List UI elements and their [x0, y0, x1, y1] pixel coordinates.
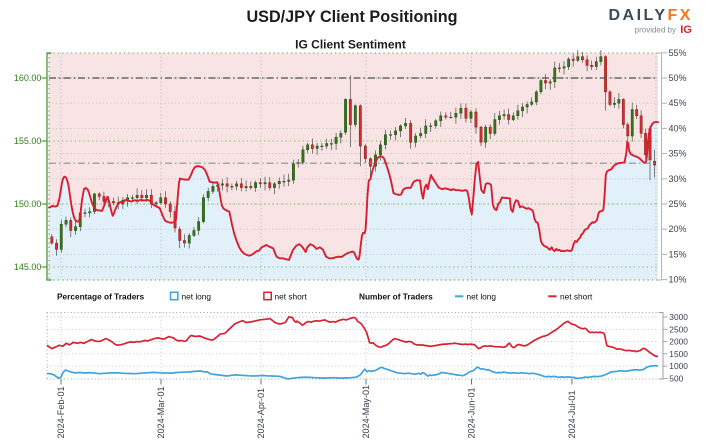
svg-text:20%: 20% — [669, 224, 687, 234]
svg-text:1000: 1000 — [669, 361, 688, 371]
svg-text:Number of Traders: Number of Traders — [359, 292, 433, 302]
svg-text:IG Client Sentiment: IG Client Sentiment — [295, 38, 406, 52]
svg-text:2024-Jul-01: 2024-Jul-01 — [567, 390, 577, 438]
svg-text:2024-May-01: 2024-May-01 — [361, 385, 371, 439]
svg-text:55%: 55% — [669, 48, 687, 58]
svg-text:2024-Mar-01: 2024-Mar-01 — [156, 386, 166, 438]
svg-text:net short: net short — [275, 292, 308, 302]
svg-text:150.00: 150.00 — [14, 199, 42, 209]
svg-text:2000: 2000 — [669, 337, 688, 347]
svg-text:DAILYFX: DAILYFX — [609, 7, 693, 24]
svg-text:155.00: 155.00 — [14, 136, 42, 146]
svg-text:provided by: provided by — [635, 26, 676, 35]
svg-text:145.00: 145.00 — [14, 262, 42, 272]
svg-text:35%: 35% — [669, 149, 687, 159]
svg-text:10%: 10% — [669, 275, 687, 285]
svg-text:50%: 50% — [669, 73, 687, 83]
svg-text:30%: 30% — [669, 174, 687, 184]
svg-text:500: 500 — [669, 373, 683, 383]
svg-text:USD/JPY Client Positioning: USD/JPY Client Positioning — [246, 8, 457, 26]
svg-text:1500: 1500 — [669, 349, 688, 359]
svg-text:net long: net long — [182, 292, 212, 302]
svg-text:Percentage of Traders: Percentage of Traders — [57, 292, 145, 302]
svg-text:2024-Apr-01: 2024-Apr-01 — [256, 388, 266, 439]
svg-text:25%: 25% — [669, 199, 687, 209]
svg-text:IG: IG — [680, 24, 692, 36]
svg-text:net long: net long — [467, 292, 497, 302]
svg-text:2500: 2500 — [669, 324, 688, 334]
svg-text:15%: 15% — [669, 249, 687, 259]
svg-text:40%: 40% — [669, 123, 687, 133]
svg-text:net short: net short — [560, 292, 593, 302]
svg-text:45%: 45% — [669, 98, 687, 108]
svg-text:2024-Feb-01: 2024-Feb-01 — [56, 386, 66, 438]
svg-text:160.00: 160.00 — [14, 73, 42, 83]
svg-text:2024-Jun-01: 2024-Jun-01 — [467, 387, 477, 438]
svg-text:3000: 3000 — [669, 312, 688, 322]
